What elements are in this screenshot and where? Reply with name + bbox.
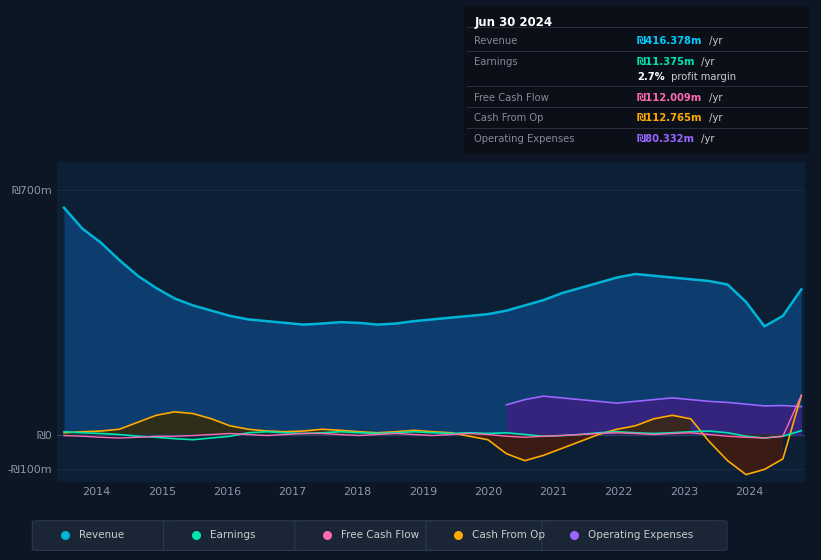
Text: Jun 30 2024: Jun 30 2024 xyxy=(475,16,553,29)
Text: ₪80.332m: ₪80.332m xyxy=(637,134,695,144)
Text: /yr: /yr xyxy=(706,36,722,46)
FancyBboxPatch shape xyxy=(163,521,302,550)
Text: Earnings: Earnings xyxy=(475,57,518,67)
Text: ₪11.375m: ₪11.375m xyxy=(637,57,695,67)
Text: ₪112.009m: ₪112.009m xyxy=(637,92,702,102)
Text: Earnings: Earnings xyxy=(210,530,255,540)
Text: Cash From Op: Cash From Op xyxy=(475,113,544,123)
Text: /yr: /yr xyxy=(698,134,714,144)
FancyBboxPatch shape xyxy=(542,521,727,550)
Text: Cash From Op: Cash From Op xyxy=(472,530,545,540)
Text: Operating Expenses: Operating Expenses xyxy=(475,134,575,144)
FancyBboxPatch shape xyxy=(32,521,172,550)
Text: /yr: /yr xyxy=(698,57,714,67)
Text: /yr: /yr xyxy=(706,113,722,123)
Text: 2.7%: 2.7% xyxy=(637,72,665,82)
Text: Operating Expenses: Operating Expenses xyxy=(588,530,693,540)
FancyBboxPatch shape xyxy=(295,521,442,550)
Text: /yr: /yr xyxy=(706,92,722,102)
Text: ₪416.378m: ₪416.378m xyxy=(637,36,703,46)
Text: ₪112.765m: ₪112.765m xyxy=(637,113,703,123)
Text: Free Cash Flow: Free Cash Flow xyxy=(341,530,420,540)
Text: profit margin: profit margin xyxy=(667,72,736,82)
Text: Revenue: Revenue xyxy=(475,36,517,46)
Text: Free Cash Flow: Free Cash Flow xyxy=(475,92,549,102)
Text: Revenue: Revenue xyxy=(79,530,124,540)
FancyBboxPatch shape xyxy=(426,521,557,550)
